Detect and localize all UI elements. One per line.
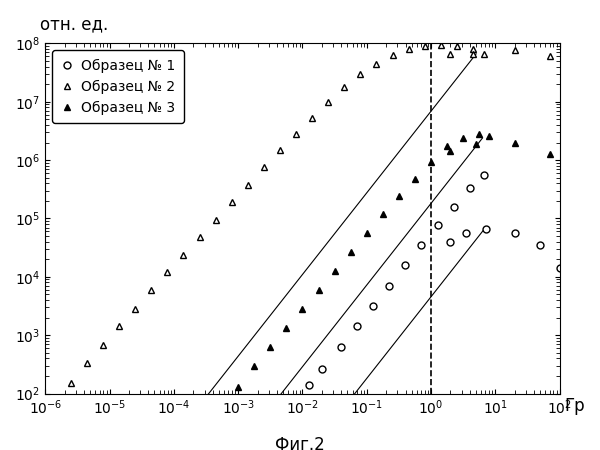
Образец № 1 [402, 262, 409, 268]
Образец № 1 [386, 283, 393, 288]
Образец № 2 [405, 46, 412, 52]
Образец № 3 [485, 133, 493, 138]
Образец № 3 [427, 159, 434, 165]
Образец № 2 [244, 182, 251, 187]
Образец № 1 [353, 324, 361, 329]
Образец № 3 [379, 212, 386, 217]
Образец № 2 [469, 46, 476, 52]
Образец № 3 [460, 135, 467, 141]
Образец № 2 [116, 324, 123, 329]
Образец № 2 [180, 252, 187, 257]
Образец № 2 [67, 380, 74, 386]
Line: Образец № 3: Образец № 3 [235, 130, 493, 390]
Образец № 2 [421, 43, 428, 49]
Образец № 2 [164, 270, 171, 275]
Образец № 2 [277, 148, 284, 153]
Образец № 1 [480, 172, 487, 177]
Образец № 2 [148, 288, 155, 293]
Образец № 1 [434, 223, 441, 228]
Образец № 2 [131, 306, 139, 311]
Образец № 2 [325, 99, 332, 104]
Образец № 2 [308, 115, 316, 120]
Образец № 1 [418, 242, 425, 248]
Образец № 3 [347, 250, 355, 255]
Образец № 2 [83, 360, 91, 366]
Text: отн. ед.: отн. ед. [40, 15, 109, 33]
Образец № 2 [260, 164, 268, 170]
Образец № 3 [267, 344, 274, 350]
Образец № 2 [357, 71, 364, 76]
Образец № 2 [228, 199, 235, 205]
Образец № 2 [100, 342, 107, 348]
Образец № 1 [337, 344, 344, 350]
Образец № 2 [341, 85, 348, 90]
Образец № 3 [299, 306, 306, 311]
Образец № 1 [305, 382, 313, 387]
Образец № 2 [480, 51, 487, 57]
Образец № 3 [412, 176, 419, 181]
Образец № 1 [370, 303, 377, 309]
Образец № 1 [318, 366, 325, 372]
Образец № 1 [466, 185, 473, 191]
Образец № 1 [450, 204, 457, 210]
Образец № 3 [395, 194, 403, 199]
Образец № 3 [331, 268, 338, 274]
Образец № 3 [235, 384, 242, 389]
Text: Гр: Гр [565, 397, 586, 415]
Образец № 3 [283, 325, 290, 331]
Образец № 3 [476, 131, 483, 136]
Образец № 3 [315, 287, 322, 292]
Образец № 3 [443, 143, 451, 148]
Text: Фиг.2: Фиг.2 [275, 436, 325, 450]
Legend: Образец № 1, Образец № 2, Образец № 3: Образец № 1, Образец № 2, Образец № 3 [52, 50, 184, 123]
Образец № 2 [453, 43, 460, 49]
Образец № 2 [373, 61, 380, 67]
Образец № 3 [251, 364, 258, 369]
Line: Образец № 1: Образец № 1 [305, 171, 487, 388]
Образец № 3 [363, 230, 370, 236]
Образец № 2 [292, 131, 299, 136]
Line: Образец № 2: Образец № 2 [67, 41, 487, 387]
Образец № 2 [212, 217, 219, 222]
Образец № 2 [196, 234, 203, 240]
Образец № 2 [389, 52, 396, 58]
Образец № 2 [437, 42, 445, 47]
